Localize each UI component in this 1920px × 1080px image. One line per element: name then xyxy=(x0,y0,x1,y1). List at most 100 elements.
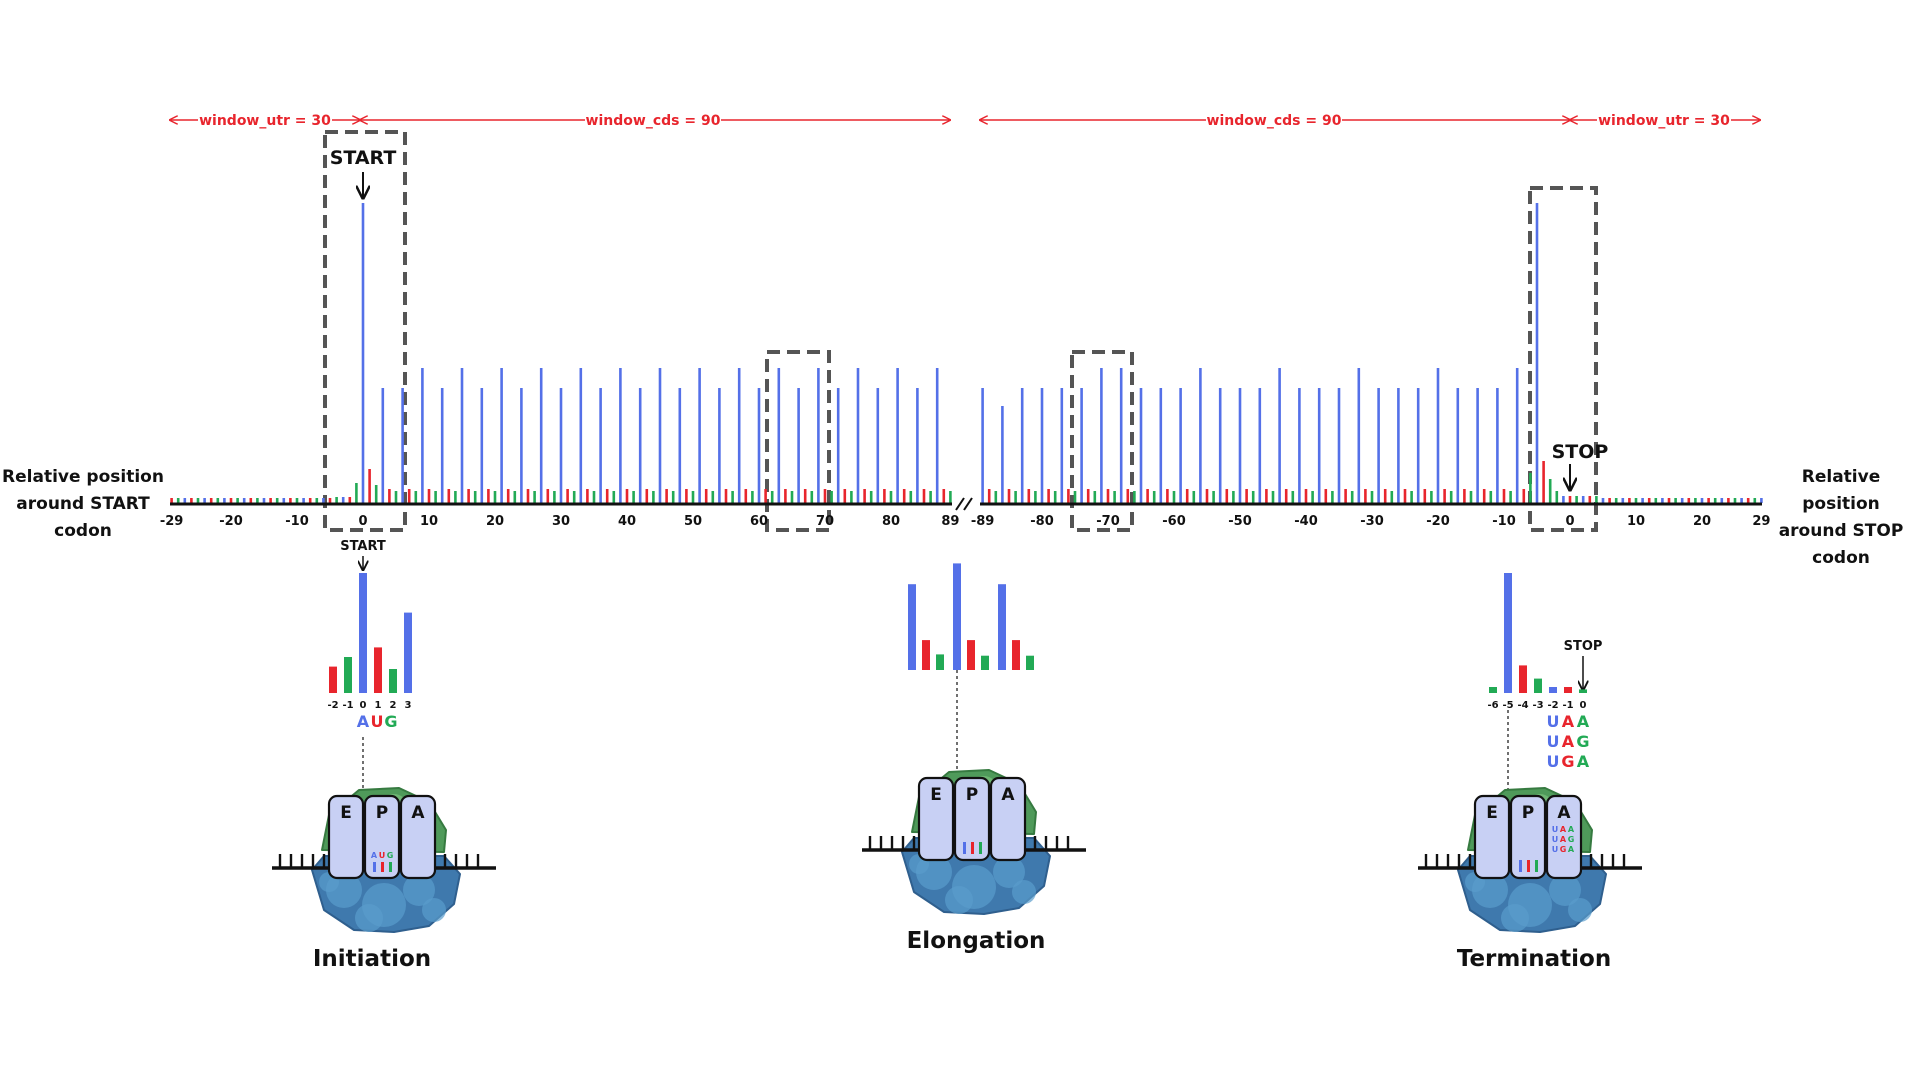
main-bar-right xyxy=(1634,498,1638,503)
left-axis-tick-label: 40 xyxy=(618,514,636,529)
main-profile-bars xyxy=(170,203,1763,503)
ribosome-codon-base xyxy=(389,862,392,872)
main-bar-right xyxy=(1199,368,1202,503)
left-axis-tick-label: -29 xyxy=(160,514,184,529)
initiation-bar xyxy=(344,657,352,693)
elongation-bar xyxy=(1012,640,1020,670)
ribosome-codon-letter: G xyxy=(1560,845,1567,854)
main-bar-right xyxy=(1707,498,1710,503)
left-axis-tick-label: 10 xyxy=(420,514,438,529)
right-axis-description-line: around STOP xyxy=(1778,521,1904,541)
main-bar-right xyxy=(1317,388,1321,503)
main-bar-right xyxy=(1416,388,1420,503)
main-bar-right xyxy=(1654,498,1658,503)
ribosome-texture xyxy=(355,904,383,932)
main-bar-left xyxy=(533,491,536,503)
main-bar-left xyxy=(685,489,688,503)
main-bar-left xyxy=(863,489,866,503)
main-bar-right xyxy=(1205,489,1209,503)
main-bar-left xyxy=(487,489,490,503)
main-bar-left xyxy=(632,491,635,503)
main-bar-right xyxy=(1119,368,1123,503)
main-bar-left xyxy=(315,498,319,503)
right-axis-description-line: Relative position xyxy=(1801,467,1881,514)
main-bar-left xyxy=(830,491,833,503)
main-bar-left xyxy=(275,498,279,503)
main-bar-right xyxy=(1727,498,1730,503)
main-bar-left xyxy=(619,368,622,503)
left-axis-tick-label: 50 xyxy=(684,514,702,529)
initiation-tick-label: -2 xyxy=(327,700,338,711)
main-bar-left xyxy=(355,483,358,503)
right-axis-tick-label: -60 xyxy=(1162,514,1186,529)
axes xyxy=(170,497,1762,511)
ribosome-texture xyxy=(422,898,446,922)
main-bar-right xyxy=(1436,368,1440,503)
main-bar-left xyxy=(770,491,774,503)
start-marker-label: START xyxy=(330,147,397,169)
main-bar-right xyxy=(1278,368,1281,503)
ribosome-site-p xyxy=(953,776,991,862)
main-bar-left xyxy=(388,489,391,503)
main-bar-left xyxy=(401,388,404,503)
ribosome-site-label: A xyxy=(1001,785,1015,805)
main-bar-left xyxy=(671,491,675,503)
ribosome-codon-base xyxy=(373,862,376,872)
main-bar-right xyxy=(1152,491,1156,503)
main-bar-left xyxy=(546,489,550,503)
main-bar-left xyxy=(513,491,517,503)
main-bar-left xyxy=(665,489,668,503)
termination-tick-label: -1 xyxy=(1562,700,1573,711)
elongation-bar xyxy=(1026,655,1034,670)
main-bar-left xyxy=(440,388,444,503)
window-cds-left-label: window_cds = 90 xyxy=(586,113,721,129)
highlight-boxes xyxy=(323,130,1598,532)
main-bar-left xyxy=(704,489,708,503)
main-bar-left xyxy=(553,491,556,503)
main-bar-left xyxy=(718,388,721,503)
main-bar-left xyxy=(605,489,609,503)
main-bar-left xyxy=(302,498,305,503)
main-bar-left xyxy=(751,491,754,503)
main-bar-left xyxy=(526,489,530,503)
main-bar-left xyxy=(348,497,352,503)
main-bar-right xyxy=(1133,491,1136,503)
ribosome-codon-letter: A xyxy=(1560,835,1567,844)
main-bar-left xyxy=(579,368,583,503)
ribosome-initiation-icon: E P AA U G xyxy=(272,787,496,933)
main-bar-right xyxy=(1291,491,1295,503)
main-bar-left xyxy=(797,388,800,503)
main-bar-right xyxy=(1568,496,1572,503)
main-bar-right xyxy=(1298,388,1301,503)
main-bar-right xyxy=(1185,489,1189,503)
termination-bar xyxy=(1519,665,1527,693)
ribosome-site-label: P xyxy=(966,785,978,805)
ribosome-site-label: E xyxy=(340,803,352,823)
ribosome-texture xyxy=(1012,880,1036,904)
ribosome-texture xyxy=(403,874,435,906)
main-bar-right xyxy=(1595,496,1598,503)
main-bar-right xyxy=(1060,388,1064,503)
main-bar-right xyxy=(1383,489,1387,503)
main-bar-right xyxy=(981,388,984,503)
ribosome-texture xyxy=(993,856,1025,888)
main-bar-right xyxy=(1476,388,1479,503)
main-bar-right xyxy=(1687,498,1691,503)
main-bar-left xyxy=(262,498,266,503)
initiation-start-label: START xyxy=(340,539,386,554)
initiation-bar xyxy=(329,666,337,693)
ribosome-site-p xyxy=(1509,794,1547,880)
main-bar-right xyxy=(1258,388,1262,503)
left-axis-description: Relative position around START codon xyxy=(0,464,166,545)
main-bar-left xyxy=(678,388,682,503)
left-axis-description-line: codon xyxy=(54,521,112,541)
main-bar-right xyxy=(1496,388,1499,503)
axis-break-icon xyxy=(955,497,973,511)
main-bar-left xyxy=(612,491,616,503)
right-axis-ticks: -89 -80 -70 -60 -50 -40 -30 -20 -10 0 10 20 29 xyxy=(971,514,1771,529)
ribosome-codon-base xyxy=(979,842,982,854)
main-bar-right xyxy=(994,491,998,503)
main-bar-left xyxy=(322,498,325,503)
main-bar-left xyxy=(341,497,345,503)
